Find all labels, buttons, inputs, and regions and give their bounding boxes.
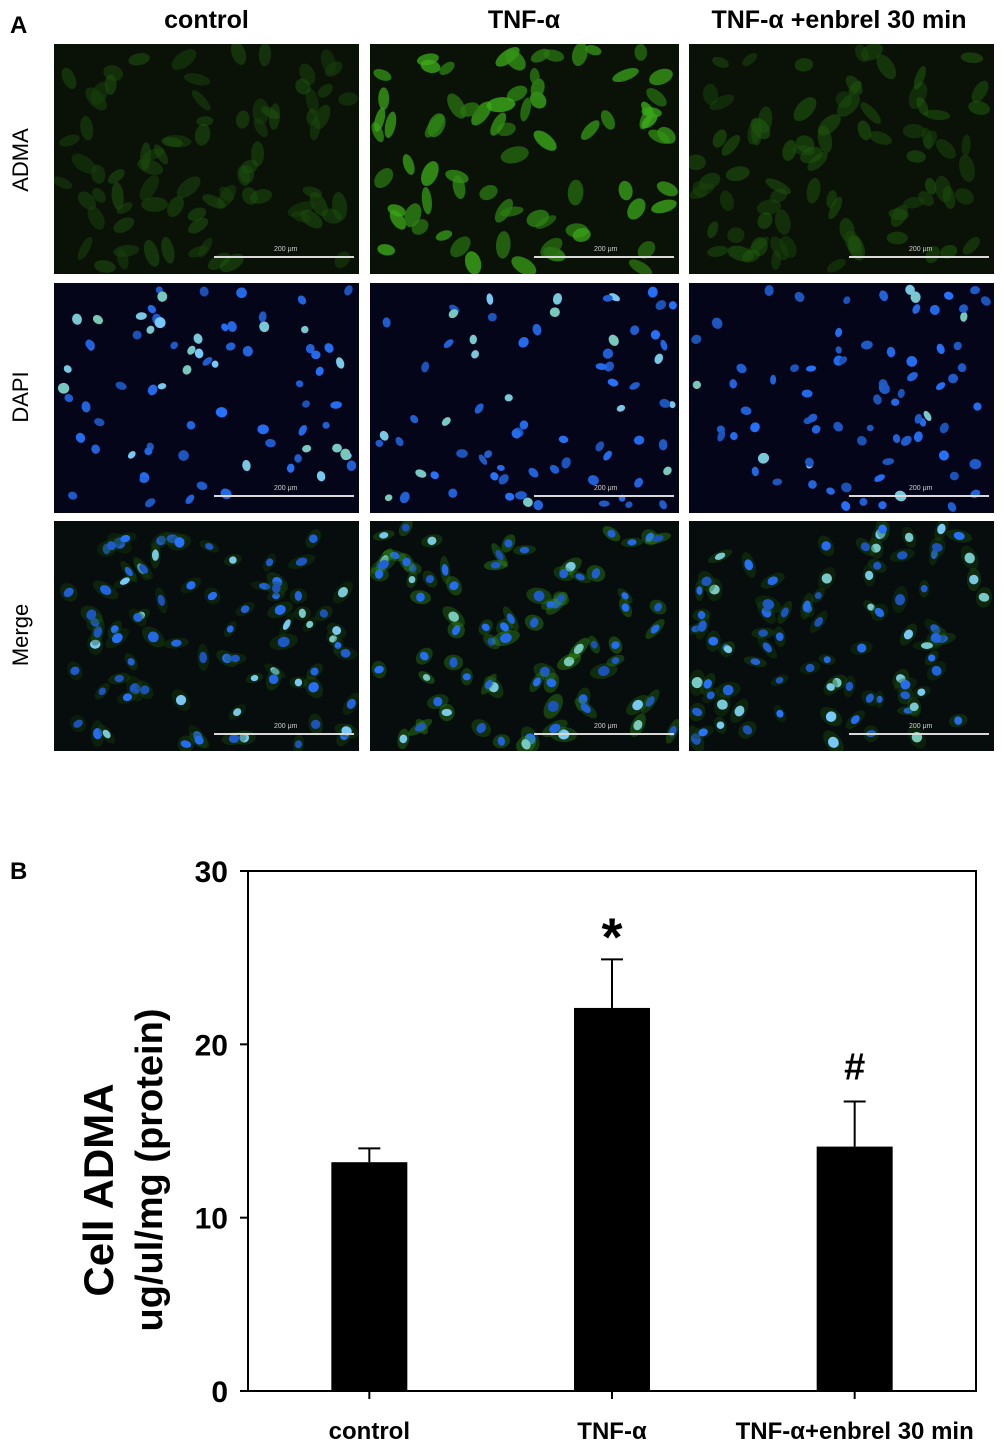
column-title-control: control — [164, 6, 249, 34]
micrograph-merge-control: 200 μm — [54, 521, 359, 751]
significance-marker: * — [601, 907, 622, 967]
scale-bar-label: 200 μm — [909, 723, 933, 730]
scale-bar-label: 200 μm — [274, 485, 298, 492]
scale-bar — [849, 733, 989, 735]
scale-bar — [849, 495, 989, 497]
x-tick-label: control — [329, 1418, 410, 1445]
x-axis: control TNF-α TNF-α+enbrel 30 min — [329, 1391, 974, 1445]
column-title-tnf: TNF-α — [487, 6, 561, 34]
y-tick-label: 10 — [195, 1203, 228, 1236]
panel-a-letter: A — [10, 12, 28, 39]
micrograph-dapi-tnf: 200 μm — [370, 283, 679, 513]
scale-bar — [214, 256, 354, 258]
chart-ylabel-line1: Cell ADMA — [75, 1083, 122, 1296]
micrograph-adma-tnf-enbrel: 200 μm — [689, 44, 994, 274]
y-tick-label: 30 — [195, 856, 228, 889]
scale-bar-label: 200 μm — [274, 723, 298, 730]
bar — [574, 1007, 650, 1391]
panel-b-letter: B — [10, 858, 28, 885]
micrograph-dapi-control: 200 μm — [54, 283, 359, 513]
scale-bar-label: 200 μm — [594, 723, 618, 730]
x-tick-label: TNF-α+enbrel 30 min — [736, 1418, 974, 1445]
scale-bar-label: 200 μm — [274, 246, 298, 253]
micrograph-dapi-tnf-enbrel: 200 μm — [689, 283, 994, 513]
bar — [331, 1162, 408, 1391]
column-title-tnf-enbrel: TNF-α +enbrel 30 min — [711, 6, 967, 34]
scale-bar-label: 200 μm — [594, 485, 618, 492]
bars: *# — [331, 907, 893, 1391]
micrograph-adma-tnf: 200 μm — [370, 44, 679, 274]
chart-ylabel: Cell ADMA ug/ul/mg (protein) — [75, 1009, 171, 1332]
chart-ylabel-line2: ug/ul/mg (protein) — [129, 1009, 171, 1332]
micrograph-merge-tnf: 200 μm — [370, 521, 679, 751]
scale-bar — [214, 733, 354, 735]
scale-bar-label: 200 μm — [594, 246, 618, 253]
x-tick-label: TNF-α — [577, 1418, 647, 1445]
significance-marker: # — [844, 1047, 865, 1089]
y-tick-label: 20 — [195, 1029, 228, 1062]
scale-bar-label: 200 μm — [909, 485, 933, 492]
scale-bar — [534, 733, 674, 735]
scale-bar — [534, 256, 674, 258]
scale-bar-label: 200 μm — [909, 246, 933, 253]
y-tick-label: 0 — [211, 1376, 228, 1409]
micrograph-merge-tnf-enbrel: 200 μm — [689, 521, 994, 751]
scale-bar — [849, 256, 989, 258]
scale-bar — [214, 495, 354, 497]
micrograph-adma-control: 200 μm — [54, 44, 359, 274]
bar — [816, 1146, 893, 1391]
y-axis: 0 10 20 30 — [195, 856, 248, 1409]
bar-chart: Cell ADMA ug/ul/mg (protein) 0 10 20 30 con… — [75, 856, 977, 1445]
scale-bar — [534, 495, 674, 497]
